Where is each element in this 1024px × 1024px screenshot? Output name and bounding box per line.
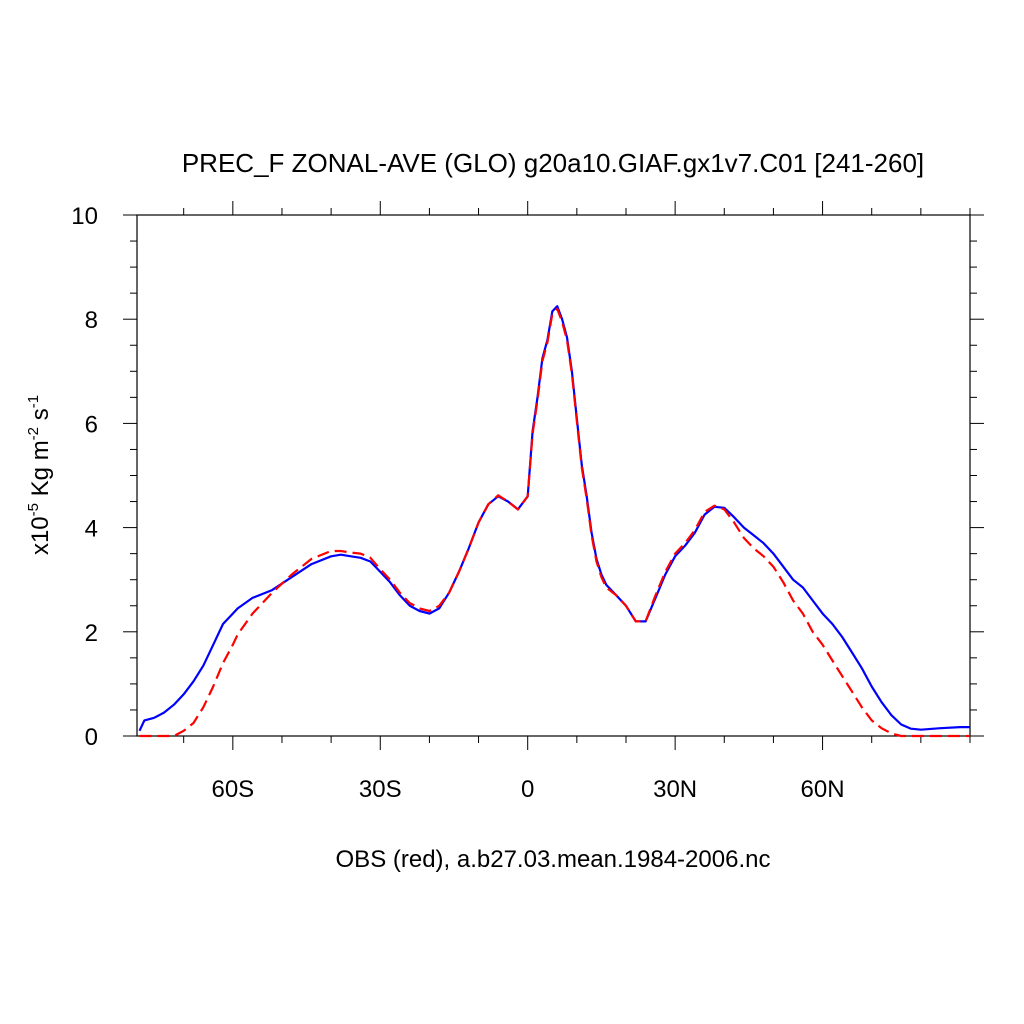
y-tick-label: 10 [71, 203, 98, 230]
plot-frame [136, 214, 971, 737]
data-series [138, 305, 970, 738]
chart-title: PREC_F ZONAL-AVE (GLO) g20a10.GIAF.gx1v7… [182, 148, 924, 178]
x-tick-label: 60S [211, 776, 254, 803]
x-axis-label: OBS (red), a.b27.03.mean.1984-2006.nc [336, 846, 771, 873]
y-label-exponent: -2 [25, 427, 42, 440]
y-axis-tick-labels: 0 2 4 6 8 10 [71, 203, 98, 751]
axis-ticks [123, 201, 984, 750]
y-tick-label: 2 [85, 620, 98, 647]
y-label-exponent: -5 [25, 503, 42, 516]
y-tick-label: 6 [85, 411, 98, 438]
y-tick-label: 8 [85, 307, 98, 334]
x-tick-label: 30N [653, 776, 697, 803]
x-tick-label: 60N [801, 776, 845, 803]
series-line-model [138, 305, 970, 732]
y-label-units: Kg m [27, 440, 54, 503]
y-label-units: s [27, 408, 54, 427]
y-tick-label: 0 [85, 724, 98, 751]
y-label-prefix: x10 [27, 516, 54, 555]
y-label-exponent: -1 [25, 395, 42, 408]
series-line-obs [139, 307, 970, 738]
x-tick-label: 30S [359, 776, 402, 803]
y-tick-label: 4 [85, 516, 98, 543]
x-axis-tick-labels: 60S 30S 0 30N 60N [211, 776, 844, 803]
x-tick-label: 0 [521, 776, 534, 803]
y-axis-label: x10-5 Kg m-2 s-1 [25, 395, 54, 555]
